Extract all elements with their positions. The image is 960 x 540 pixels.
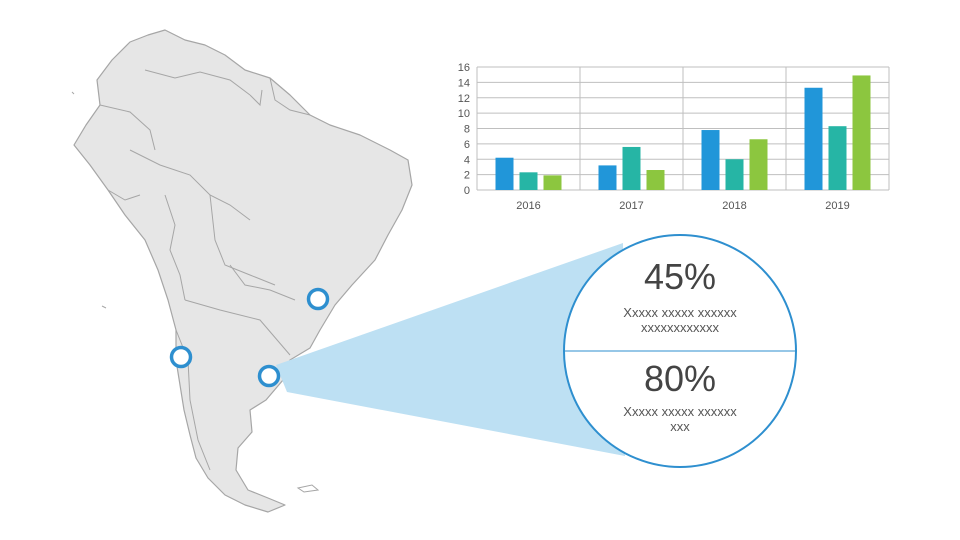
y-tick-label: 4 (464, 154, 470, 166)
stat-value-bottom: 80% (643, 358, 717, 399)
y-tick-label: 2 (464, 170, 470, 182)
south-america-map (73, 29, 413, 513)
bar-2016-series-1 (495, 157, 514, 190)
y-tick-label: 8 (464, 124, 470, 136)
stat-value-top: 45% (643, 256, 717, 297)
location-marker-santiago[interactable] (169, 345, 193, 369)
bar-2018-series-2 (725, 159, 744, 190)
chart-x-category-labels: 2016 2017 2018 2019 (516, 200, 849, 212)
x-category-label: 2016 (516, 200, 540, 212)
chart-grid (476, 66, 890, 191)
bar-2016-series-2 (519, 172, 538, 190)
stat-caption-bottom-line1: Xxxxx xxxxx xxxxxx (623, 404, 737, 419)
y-tick-label: 10 (458, 108, 470, 120)
x-category-label: 2019 (825, 200, 849, 212)
chart-y-tick-labels: 0 2 4 6 8 10 12 14 16 (458, 62, 470, 197)
y-tick-label: 6 (464, 139, 470, 151)
location-marker-sao-paulo[interactable] (306, 287, 330, 311)
bar-2019-series-3 (852, 75, 871, 190)
small-islands (71, 91, 320, 493)
chart-bars (495, 75, 871, 190)
zoom-wedge (276, 243, 625, 456)
bar-2018-series-1 (701, 130, 720, 190)
y-tick-label: 16 (458, 62, 470, 74)
bar-2019-series-1 (804, 87, 823, 190)
bar-2018-series-3 (749, 139, 768, 190)
y-tick-label: 14 (458, 77, 470, 89)
y-tick-label: 12 (458, 93, 470, 105)
stat-caption-top-line1: Xxxxx xxxxx xxxxxx (623, 305, 737, 320)
bar-2017-series-1 (598, 165, 617, 190)
bar-2019-series-2 (828, 126, 847, 190)
location-marker-buenos-aires[interactable] (257, 364, 281, 388)
x-category-label: 2017 (619, 200, 643, 212)
y-tick-label: 0 (464, 185, 470, 197)
bar-2017-series-2 (622, 146, 641, 190)
bar-2016-series-3 (543, 175, 562, 190)
x-category-label: 2018 (722, 200, 746, 212)
bar-chart: 0 2 4 6 8 10 12 14 16 2016 2017 2018 2019 (458, 62, 890, 212)
stat-caption-top-line2: xxxxxxxxxxxx (641, 320, 719, 335)
stat-caption-bottom-line2: xxx (670, 419, 690, 434)
bar-2017-series-3 (646, 170, 665, 190)
